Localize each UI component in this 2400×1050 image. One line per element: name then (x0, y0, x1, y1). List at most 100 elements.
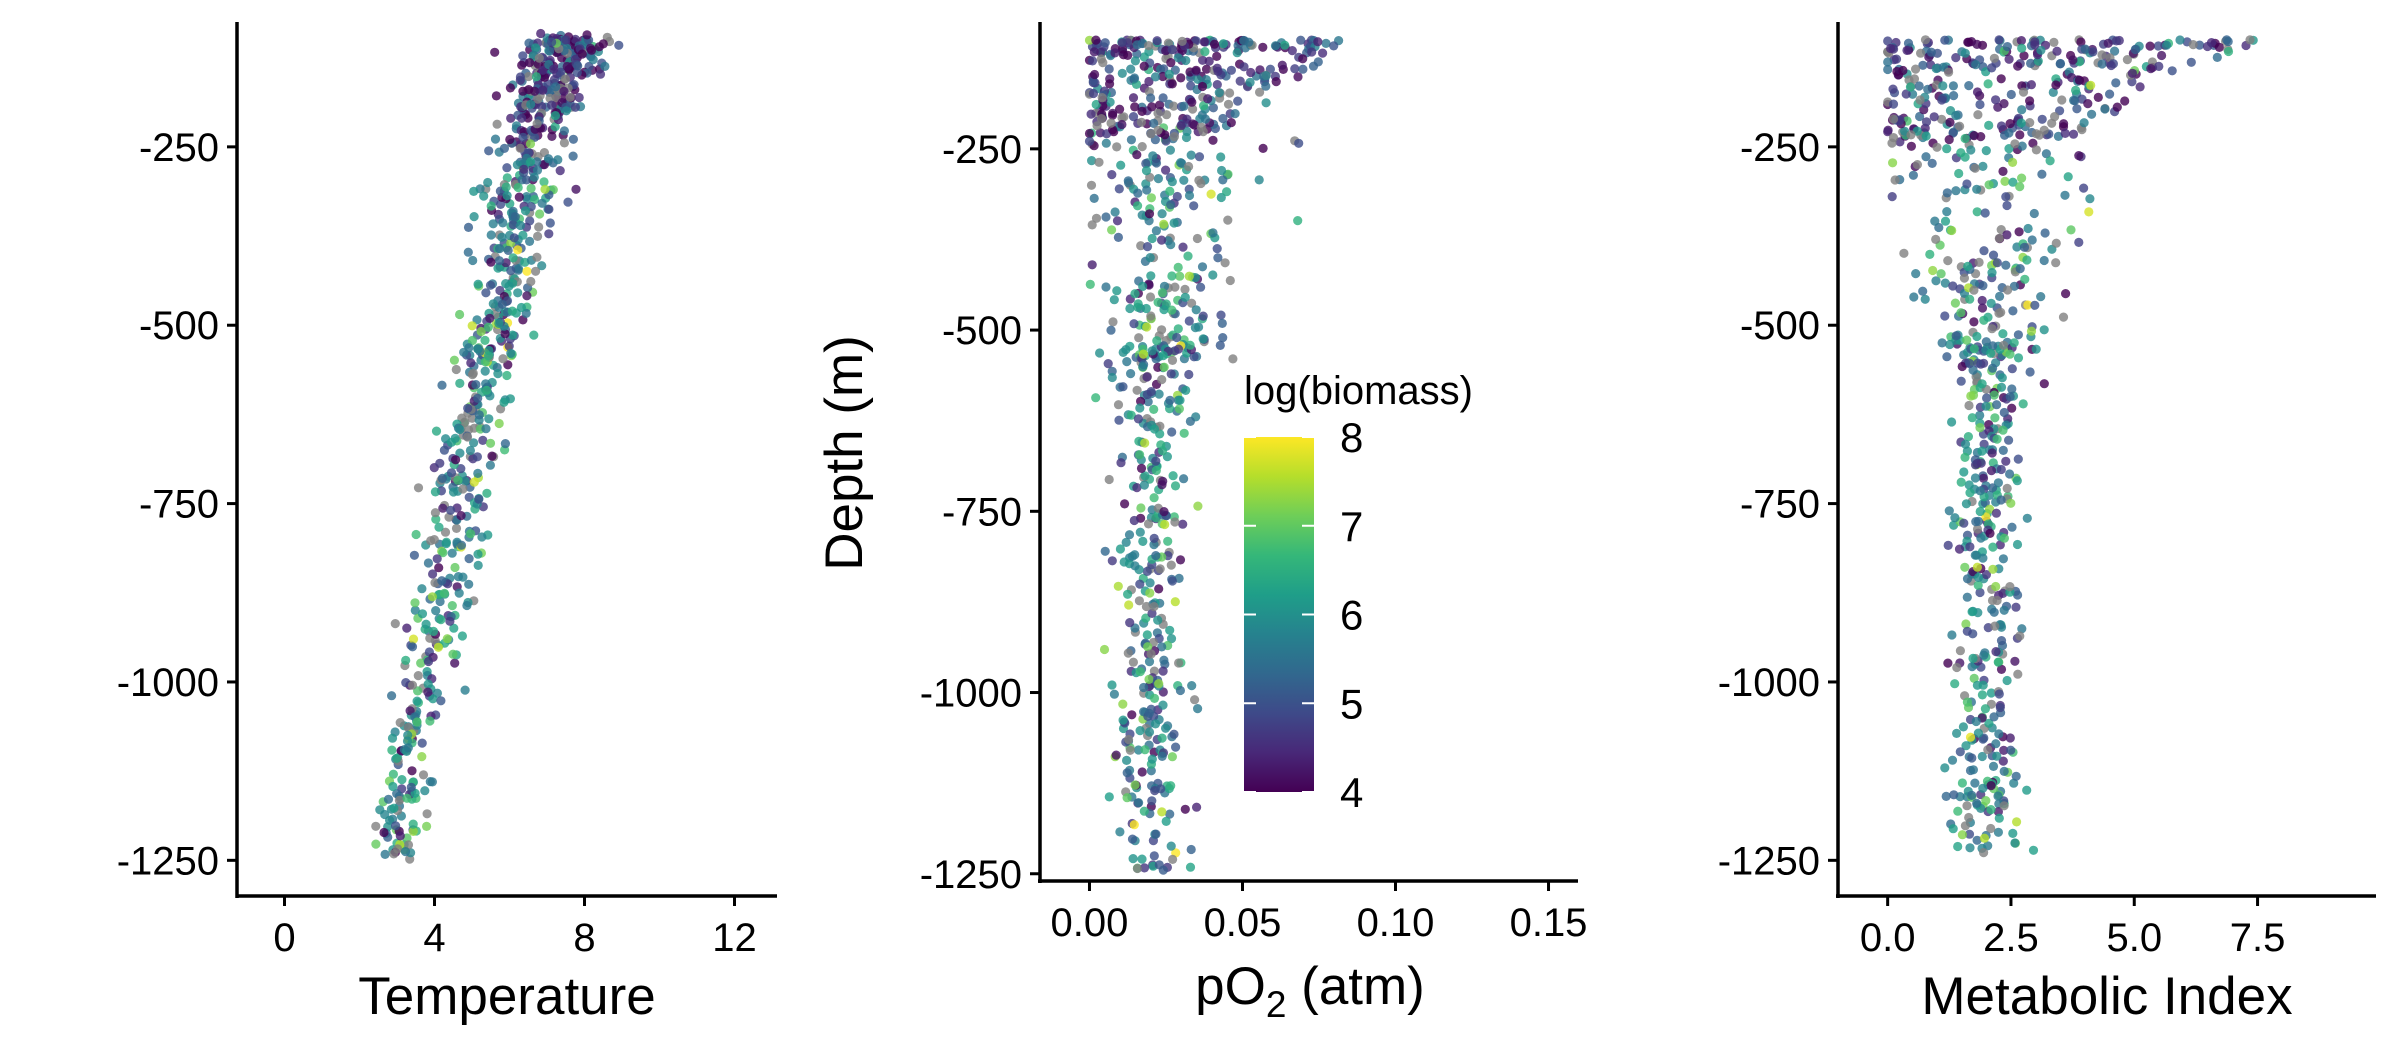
data-point (1972, 207, 1982, 217)
data-point (2001, 456, 2011, 466)
data-point (1905, 82, 1915, 92)
data-point (417, 752, 427, 762)
data-point (1136, 463, 1147, 473)
data-point (1203, 94, 1213, 104)
data-point (2058, 312, 2069, 322)
data-point (1999, 407, 2009, 418)
data-point (2025, 118, 2035, 128)
data-point (2004, 435, 2014, 445)
data-point (544, 204, 554, 214)
data-point (1176, 73, 1186, 83)
data-point (408, 634, 419, 644)
data-point (1084, 136, 1095, 146)
data-point (1157, 235, 1167, 245)
data-point (1135, 527, 1145, 537)
data-point (1280, 40, 1290, 50)
data-point (518, 51, 528, 61)
data-point (1139, 682, 1149, 693)
data-point (1132, 483, 1142, 493)
data-point (2161, 40, 2172, 50)
data-point (1955, 747, 1965, 757)
data-point (490, 47, 500, 57)
data-point (449, 623, 459, 633)
data-point (1928, 265, 1938, 276)
data-point (439, 588, 449, 599)
data-point (468, 255, 478, 266)
data-point (1959, 467, 1969, 477)
data-point (526, 276, 536, 287)
y-tick-label: -500 (1740, 304, 1820, 348)
data-point (1923, 84, 1933, 94)
data-point (1918, 286, 1928, 296)
data-point (1973, 728, 1983, 738)
data-point (1167, 752, 1177, 762)
data-point (1981, 570, 1991, 580)
data-point (2013, 330, 2023, 340)
data-point (479, 191, 489, 201)
data-point (493, 263, 503, 273)
data-point (1978, 281, 1988, 291)
data-point (1155, 100, 1165, 110)
data-point (547, 131, 557, 141)
data-point (1258, 143, 1268, 153)
data-point (1999, 605, 2009, 615)
data-point (1951, 53, 1961, 63)
data-point (2066, 225, 2076, 235)
data-point (430, 487, 440, 497)
data-point (1107, 225, 1117, 235)
data-point (1888, 84, 1898, 94)
data-point (1126, 135, 1136, 145)
data-point (1198, 334, 1208, 344)
data-point (1175, 395, 1185, 405)
data-point (406, 782, 416, 792)
data-point (525, 157, 536, 167)
data-point (1167, 305, 1177, 315)
data-point (1964, 81, 1974, 91)
data-point (2023, 223, 2033, 234)
data-point (1122, 768, 1132, 778)
data-point (2052, 46, 2062, 56)
data-point (526, 99, 536, 109)
data-point (478, 435, 488, 445)
data-point (1971, 716, 1981, 727)
data-point (2005, 582, 2015, 592)
data-point (1978, 161, 1988, 171)
data-point (1970, 550, 1980, 560)
data-point (2013, 454, 2023, 464)
data-point (1988, 761, 1999, 772)
data-point (427, 777, 437, 787)
data-point (1129, 515, 1139, 526)
data-point (2027, 235, 2037, 245)
data-point (1931, 234, 1941, 244)
data-point (1156, 784, 1166, 794)
data-point (1138, 536, 1148, 547)
data-point (450, 658, 460, 668)
data-point (455, 309, 465, 320)
data-point (534, 53, 544, 63)
data-point (1955, 646, 1965, 656)
data-point (1888, 99, 1899, 109)
data-point (1185, 416, 1195, 426)
data-point (1111, 750, 1121, 760)
data-point (1141, 166, 1152, 176)
data-point (1986, 823, 1996, 834)
data-point (1126, 369, 1136, 379)
data-point (2015, 182, 2025, 192)
data-point (1235, 76, 1245, 86)
data-point (1122, 793, 1132, 803)
data-point (1170, 517, 1180, 527)
data-point (1261, 81, 1271, 91)
data-point (497, 299, 507, 309)
data-point (1883, 57, 1893, 67)
data-point (2008, 157, 2018, 167)
data-point (508, 220, 518, 230)
data-point (1139, 863, 1150, 873)
data-point (1149, 493, 1159, 503)
data-point (445, 616, 455, 626)
data-point (402, 623, 412, 633)
data-point (446, 468, 457, 478)
data-point (521, 175, 532, 185)
data-point (2039, 125, 2049, 135)
data-point (494, 318, 504, 328)
data-point (1988, 542, 1998, 552)
